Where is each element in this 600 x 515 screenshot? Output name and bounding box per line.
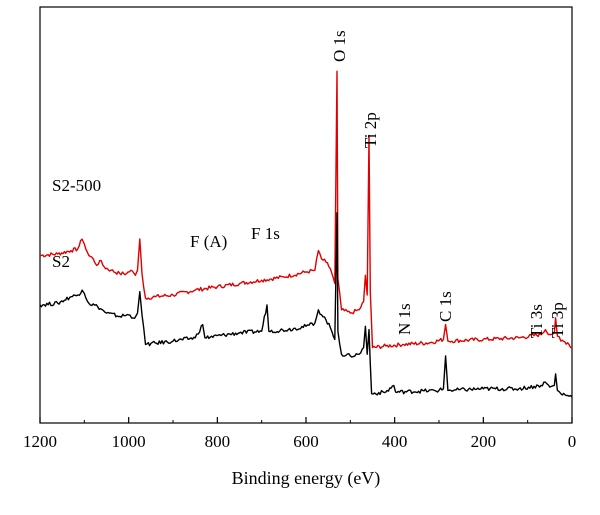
x-axis-title: Binding energy (eV) [232, 468, 381, 489]
plot-frame [39, 6, 573, 424]
x-axis-ticks: 1200 1000 800 600 400 200 0 [23, 417, 576, 451]
peak-label-ti2p: Ti 2p [361, 112, 380, 148]
x-tick-label: 800 [205, 432, 231, 451]
x-tick-label: 1000 [112, 432, 146, 451]
x-tick-label: 1200 [23, 432, 57, 451]
x-tick-label: 200 [471, 432, 497, 451]
series-layer [39, 70, 573, 398]
peak-label-o1s: O 1s [330, 30, 349, 62]
x-tick-label: 0 [568, 432, 577, 451]
peak-label-c1s: C 1s [436, 291, 455, 322]
x-tick-label: 400 [382, 432, 408, 451]
x-tick-label: 600 [293, 432, 319, 451]
series-line-s2 [39, 212, 573, 398]
peak-label-f1s: F 1s [251, 224, 280, 243]
peak-label-n1s: N 1s [395, 303, 414, 335]
peak-label-fa: F (A) [190, 232, 227, 251]
series-line-s2-500 [39, 70, 573, 350]
peak-label-ti3p: Ti 3p [548, 302, 567, 338]
series-label-s2: S2 [52, 252, 70, 271]
peak-label-ti3s: Ti 3s [527, 304, 546, 338]
series-label-s2-500: S2-500 [52, 176, 101, 195]
